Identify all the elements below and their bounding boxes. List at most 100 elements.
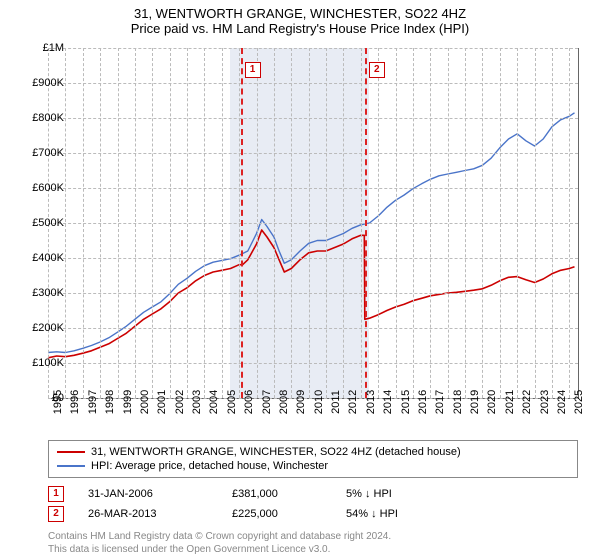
x-axis-label: 2009 <box>295 390 307 414</box>
x-axis-label: 2017 <box>434 390 446 414</box>
x-axis-label: 2019 <box>469 390 481 414</box>
event-date-2: 26-MAR-2013 <box>88 508 208 520</box>
gridline-v <box>152 48 153 398</box>
y-axis-label: £300K <box>32 287 64 299</box>
gridline-v <box>378 48 379 398</box>
series-hpi <box>48 113 575 353</box>
legend-label-property: 31, WENTWORTH GRANGE, WINCHESTER, SO22 4… <box>91 446 461 458</box>
chart-title-block: 31, WENTWORTH GRANGE, WINCHESTER, SO22 4… <box>0 0 600 36</box>
gridline-v <box>500 48 501 398</box>
gridline-v <box>222 48 223 398</box>
gridline-v <box>569 48 570 398</box>
gridline-v <box>65 48 66 398</box>
gridline-v <box>170 48 171 398</box>
gridline-v <box>413 48 414 398</box>
legend-swatch-hpi <box>57 465 85 467</box>
gridline-v <box>482 48 483 398</box>
gridline-v <box>448 48 449 398</box>
y-axis-label: £800K <box>32 112 64 124</box>
events-table: 1 31-JAN-2006 £381,000 5% ↓ HPI 2 26-MAR… <box>48 484 456 524</box>
gridline-v <box>274 48 275 398</box>
x-axis-label: 2022 <box>521 390 533 414</box>
y-axis-label: £500K <box>32 217 64 229</box>
y-axis-label: £900K <box>32 77 64 89</box>
footnote-line-1: Contains HM Land Registry data © Crown c… <box>48 530 391 543</box>
gridline-h <box>48 293 578 294</box>
gridline-v <box>118 48 119 398</box>
x-axis-label: 2013 <box>365 390 377 414</box>
footnote-line-2: This data is licensed under the Open Gov… <box>48 543 391 556</box>
event-row-1: 1 31-JAN-2006 £381,000 5% ↓ HPI <box>48 484 456 504</box>
event-price-2: £225,000 <box>232 508 322 520</box>
event-price-1: £381,000 <box>232 488 322 500</box>
gridline-h <box>48 328 578 329</box>
gridline-v <box>517 48 518 398</box>
gridline-v <box>343 48 344 398</box>
x-axis-label: 2016 <box>417 390 429 414</box>
footnote: Contains HM Land Registry data © Crown c… <box>48 530 391 556</box>
x-axis-label: 2012 <box>347 390 359 414</box>
gridline-v <box>465 48 466 398</box>
gridline-v <box>257 48 258 398</box>
x-axis-label: 2001 <box>156 390 168 414</box>
x-axis-label: 2008 <box>278 390 290 414</box>
x-axis-label: 2002 <box>174 390 186 414</box>
x-axis-label: 1999 <box>122 390 134 414</box>
gridline-v <box>396 48 397 398</box>
x-axis-label: 2014 <box>382 390 394 414</box>
gridline-v <box>187 48 188 398</box>
legend-row-property: 31, WENTWORTH GRANGE, WINCHESTER, SO22 4… <box>57 445 569 459</box>
title-line-2: Price paid vs. HM Land Registry's House … <box>0 21 600 36</box>
x-axis-label: 2000 <box>139 390 151 414</box>
gridline-v <box>361 48 362 398</box>
y-axis-label: £200K <box>32 322 64 334</box>
title-line-1: 31, WENTWORTH GRANGE, WINCHESTER, SO22 4… <box>0 6 600 21</box>
y-axis-label: £1M <box>43 42 64 54</box>
event-num-1: 1 <box>48 486 64 502</box>
x-axis-label: 2021 <box>504 390 516 414</box>
y-axis-label: £700K <box>32 147 64 159</box>
legend-box: 31, WENTWORTH GRANGE, WINCHESTER, SO22 4… <box>48 440 578 478</box>
x-axis-label: 2004 <box>208 390 220 414</box>
x-axis-label: 2025 <box>573 390 585 414</box>
x-axis-label: 1998 <box>104 390 116 414</box>
gridline-h <box>48 153 578 154</box>
event-marker: 1 <box>245 62 261 78</box>
gridline-h <box>48 48 578 49</box>
x-axis-label: 2023 <box>539 390 551 414</box>
gridline-h <box>48 188 578 189</box>
gridline-h <box>48 223 578 224</box>
legend-swatch-property <box>57 451 85 453</box>
event-line <box>365 48 367 398</box>
gridline-v <box>291 48 292 398</box>
x-axis-label: 2018 <box>452 390 464 414</box>
gridline-h <box>48 118 578 119</box>
y-axis-label: £600K <box>32 182 64 194</box>
gridline-v <box>535 48 536 398</box>
gridline-v <box>83 48 84 398</box>
gridline-h <box>48 258 578 259</box>
gridline-h <box>48 83 578 84</box>
x-axis-label: 2003 <box>191 390 203 414</box>
x-axis-label: 1996 <box>69 390 81 414</box>
gridline-v <box>326 48 327 398</box>
x-axis-label: 2011 <box>330 390 342 414</box>
gridline-v <box>204 48 205 398</box>
y-axis-label: £100K <box>32 357 64 369</box>
x-axis-label: 2007 <box>261 390 273 414</box>
event-line <box>241 48 243 398</box>
x-axis-label: 2010 <box>313 390 325 414</box>
chart-plot-area: 12 <box>48 48 579 399</box>
x-axis-label: 2006 <box>243 390 255 414</box>
legend-label-hpi: HPI: Average price, detached house, Winc… <box>91 460 328 472</box>
x-axis-label: 2024 <box>556 390 568 414</box>
x-axis-label: 2015 <box>400 390 412 414</box>
x-axis-label: 1995 <box>52 390 64 414</box>
event-num-2: 2 <box>48 506 64 522</box>
event-date-1: 31-JAN-2006 <box>88 488 208 500</box>
gridline-v <box>309 48 310 398</box>
gridline-h <box>48 363 578 364</box>
event-marker: 2 <box>369 62 385 78</box>
gridline-v <box>552 48 553 398</box>
event-diff-2: 54% ↓ HPI <box>346 508 456 520</box>
